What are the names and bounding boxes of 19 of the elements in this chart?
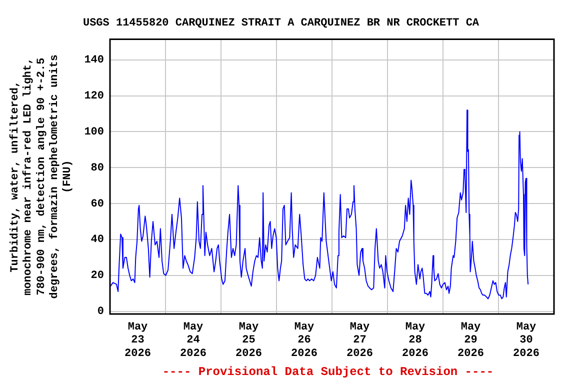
y-axis-title: Turbidity, water, unfiltered, monochrome near infra-red LED light, 780-900 nm, detection angle 90 +-2.5 degrees, formazin nephelometric units (FNU) <box>8 54 74 299</box>
y-tick-label: 100 <box>84 126 104 138</box>
x-tick-label: May 24 2026 <box>180 321 206 360</box>
y-tick-label: 60 <box>90 198 104 210</box>
y-tick-label: 80 <box>90 162 104 174</box>
x-tick-label: May 29 2026 <box>458 321 484 360</box>
x-tick-label: May 26 2026 <box>291 321 318 360</box>
x-tick-label: May 25 2026 <box>236 321 262 360</box>
y-tick-label: 140 <box>84 54 104 67</box>
x-tick-label: May 30 2026 <box>513 321 540 360</box>
y-tick-label: 20 <box>90 270 104 282</box>
x-tick-label: May 23 2026 <box>124 321 151 360</box>
y-tick-label: 40 <box>90 234 104 246</box>
y-tick-label: 0 <box>97 306 104 318</box>
y-tick-label: 120 <box>84 90 104 103</box>
x-tick-label: May 28 2026 <box>402 321 428 360</box>
chart-title: USGS 11455820 CARQUINEZ STRAIT A CARQUINEZ BR NR CROCKETT CA <box>82 17 480 30</box>
x-tick-label: May 27 2026 <box>346 321 373 360</box>
text: ---- Provisional Data Subject to Revision ---- <box>161 364 495 380</box>
